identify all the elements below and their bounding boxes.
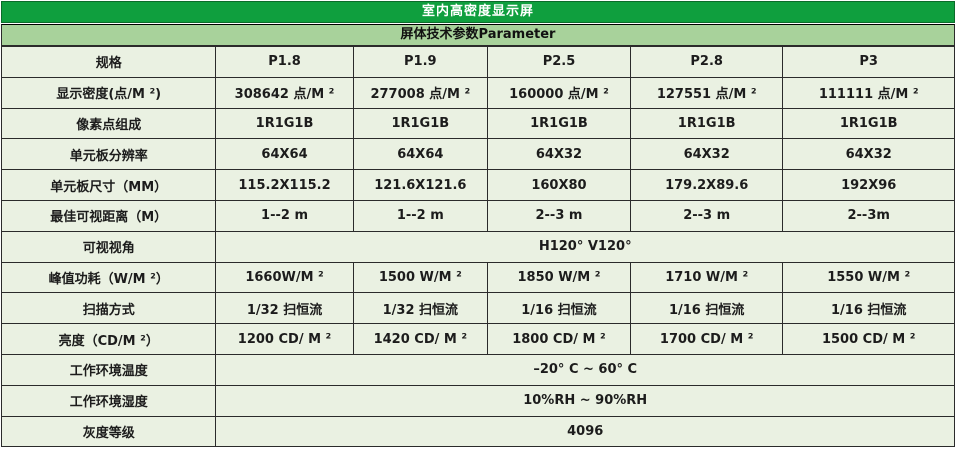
- table-cell: 64X32: [629, 138, 784, 171]
- table-cell: 277008 点/M ²: [352, 76, 489, 109]
- row-label: 显示密度(点/M ²): [0, 76, 217, 109]
- table-cell: 115.2X115.2: [215, 169, 354, 201]
- table-row-module-size: 单元板尺寸（MM） 115.2X115.2 121.6X121.6 160X80…: [0, 169, 955, 201]
- table-cell: 127551 点/M ²: [629, 76, 784, 109]
- merged-cell: H120° V120°: [215, 230, 955, 263]
- table-cell: 64X32: [487, 138, 631, 171]
- table-cell: 1R1G1B: [215, 107, 354, 140]
- table-cell: 192X96: [782, 169, 955, 201]
- table-subtitle: 屏体技术参数Parameter: [1, 24, 955, 46]
- spec-table: 规格 P1.8 P1.9 P2.5 P2.8 P3 显示密度(点/M ²) 30…: [0, 46, 955, 448]
- row-label: 单元板分辨率: [0, 138, 217, 171]
- table-cell: 1660W/M ²: [215, 261, 354, 294]
- row-label: 可视视角: [0, 230, 217, 263]
- table-cell: 1/16 扫恒流: [487, 292, 631, 325]
- table-cell: 1R1G1B: [352, 107, 489, 140]
- row-label: 扫描方式: [0, 292, 217, 325]
- table-cell: 1/16 扫恒流: [782, 292, 955, 325]
- column-header-spec: 规格: [0, 46, 217, 78]
- row-label: 峰值功耗（W/M ²）: [0, 261, 217, 294]
- table-cell: 1700 CD/ M ²: [629, 323, 784, 355]
- row-label: 灰度等级: [0, 415, 217, 448]
- table-row-module-resolution: 单元板分辨率 64X64 64X64 64X32 64X32 64X32: [0, 138, 955, 171]
- table-cell: 2--3 m: [487, 199, 631, 232]
- table-cell: 1/16 扫恒流: [629, 292, 784, 325]
- table-row-display-density: 显示密度(点/M ²) 308642 点/M ² 277008 点/M ² 16…: [0, 76, 955, 109]
- column-header-p2-8: P2.8: [629, 46, 784, 78]
- table-row-operating-humidity: 工作环境湿度 10%RH ~ 90%RH: [0, 384, 955, 417]
- table-cell: 1--2 m: [215, 199, 354, 232]
- table-cell: 1500 W/M ²: [352, 261, 489, 294]
- table-cell: 1500 CD/ M ²: [782, 323, 955, 355]
- table-cell: 2--3 m: [629, 199, 784, 232]
- table-cell: 1200 CD/ M ²: [215, 323, 354, 355]
- table-cell: 1R1G1B: [629, 107, 784, 140]
- row-label: 最佳可视距离（M）: [0, 199, 217, 232]
- table-cell: 1R1G1B: [487, 107, 631, 140]
- table-cell: 160000 点/M ²: [487, 76, 631, 109]
- table-cell: 1--2 m: [352, 199, 489, 232]
- table-cell: 1800 CD/ M ²: [487, 323, 631, 355]
- table-cell: 1420 CD/ M ²: [352, 323, 489, 355]
- merged-cell: 4096: [215, 415, 955, 448]
- row-label: 工作环境温度: [0, 353, 217, 386]
- row-label: 像素点组成: [0, 107, 217, 140]
- page-title: 室内高密度显示屏: [1, 1, 955, 23]
- merged-cell: –20° C ~ 60° C: [215, 353, 955, 386]
- table-cell: 111111 点/M ²: [782, 76, 955, 109]
- row-label: 工作环境湿度: [0, 384, 217, 417]
- table-header-row: 规格 P1.8 P1.9 P2.5 P2.8 P3: [0, 46, 955, 78]
- table-cell: 160X80: [487, 169, 631, 201]
- table-cell: 308642 点/M ²: [215, 76, 354, 109]
- row-label: 亮度（CD/M ²）: [0, 323, 217, 355]
- table-cell: 64X32: [782, 138, 955, 171]
- table-cell: 1550 W/M ²: [782, 261, 955, 294]
- table-row-grayscale-level: 灰度等级 4096: [0, 415, 955, 448]
- table-row-brightness: 亮度（CD/M ²） 1200 CD/ M ² 1420 CD/ M ² 180…: [0, 323, 955, 355]
- table-row-viewing-angle: 可视视角 H120° V120°: [0, 230, 955, 263]
- table-cell: 1/32 扫恒流: [215, 292, 354, 325]
- column-header-p1-9: P1.9: [352, 46, 489, 78]
- table-row-peak-power: 峰值功耗（W/M ²） 1660W/M ² 1500 W/M ² 1850 W/…: [0, 261, 955, 294]
- column-header-p3: P3: [782, 46, 955, 78]
- table-cell: 1850 W/M ²: [487, 261, 631, 294]
- column-header-p2-5: P2.5: [487, 46, 631, 78]
- table-cell: 179.2X89.6: [629, 169, 784, 201]
- table-cell: 64X64: [352, 138, 489, 171]
- table-row-operating-temperature: 工作环境温度 –20° C ~ 60° C: [0, 353, 955, 386]
- table-row-viewing-distance: 最佳可视距离（M） 1--2 m 1--2 m 2--3 m 2--3 m 2-…: [0, 199, 955, 232]
- merged-cell: 10%RH ~ 90%RH: [215, 384, 955, 417]
- table-row-pixel-composition: 像素点组成 1R1G1B 1R1G1B 1R1G1B 1R1G1B 1R1G1B: [0, 107, 955, 140]
- table-cell: 1/32 扫恒流: [352, 292, 489, 325]
- table-cell: 2--3m: [782, 199, 955, 232]
- table-cell: 64X64: [215, 138, 354, 171]
- table-cell: 1R1G1B: [782, 107, 955, 140]
- column-header-p1-8: P1.8: [215, 46, 354, 78]
- table-row-scan-mode: 扫描方式 1/32 扫恒流 1/32 扫恒流 1/16 扫恒流 1/16 扫恒流…: [0, 292, 955, 325]
- row-label: 单元板尺寸（MM）: [0, 169, 217, 201]
- table-cell: 121.6X121.6: [352, 169, 489, 201]
- table-cell: 1710 W/M ²: [629, 261, 784, 294]
